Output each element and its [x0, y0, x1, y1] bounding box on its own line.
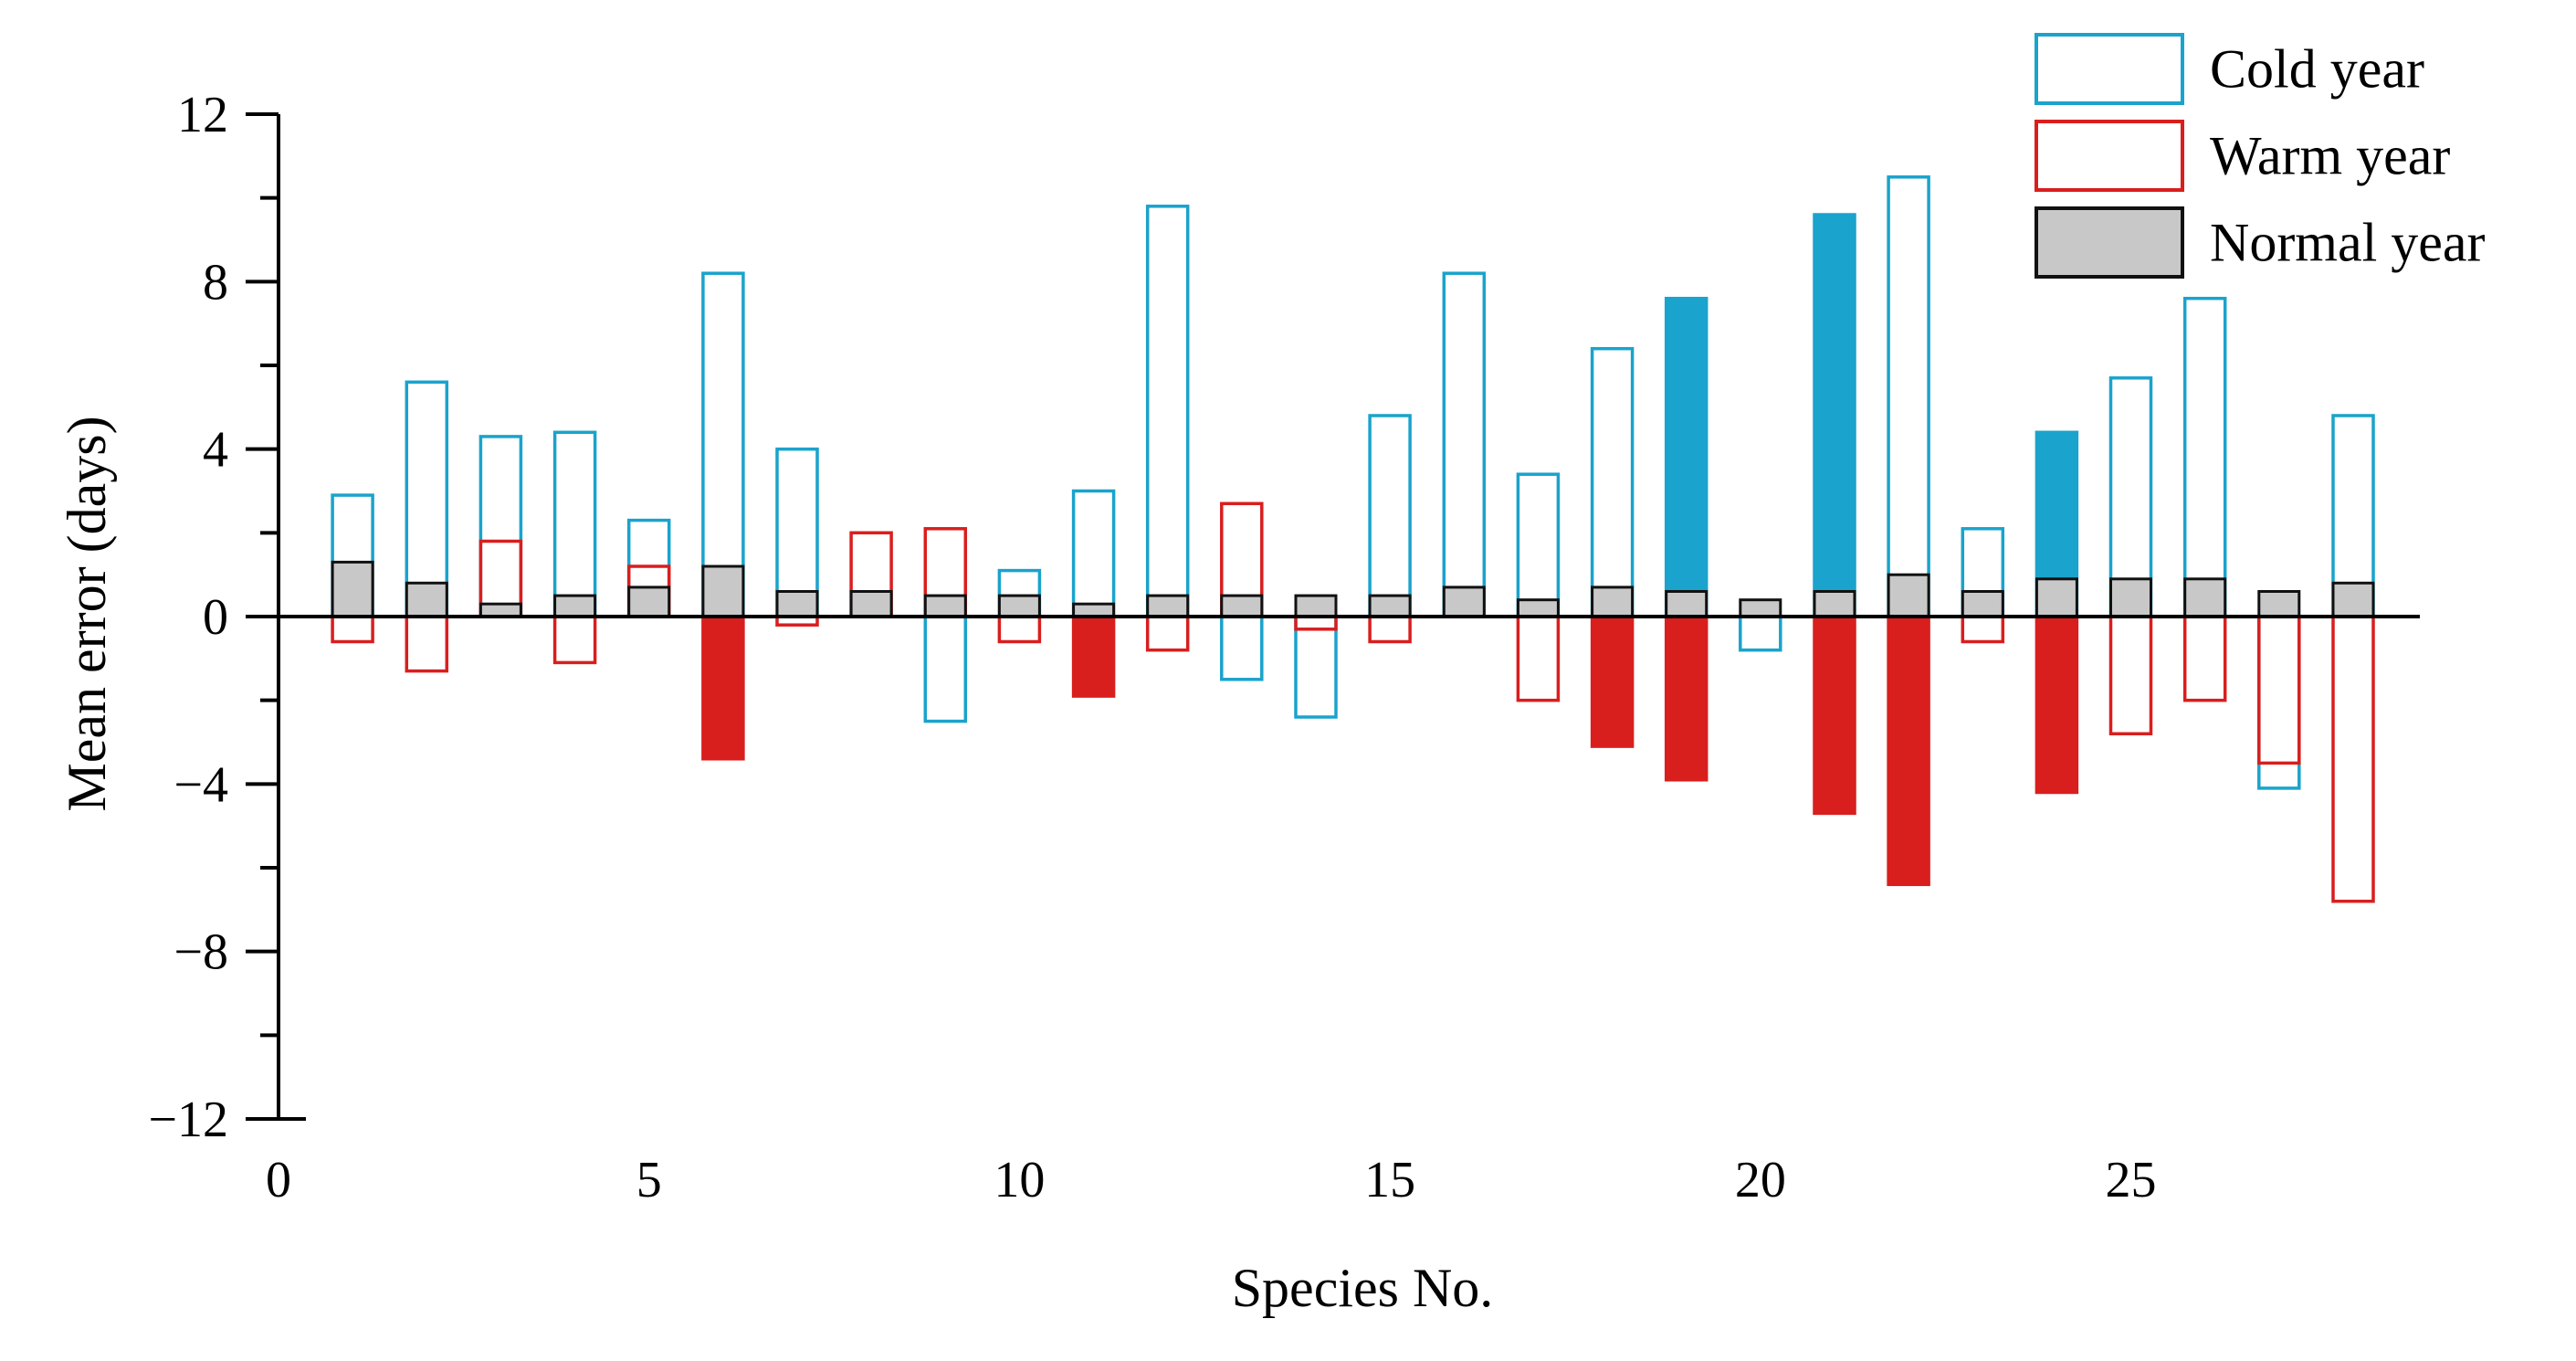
y-tick-label: −12 — [148, 1092, 228, 1148]
warm-year-bar-12 — [1145, 615, 1190, 652]
legend: Cold year Warm year Normal year — [2035, 33, 2486, 279]
warm-year-bar-27 — [2257, 615, 2301, 765]
legend-label-cold-year: Cold year — [2210, 39, 2424, 100]
x-axis-title: Species No. — [1232, 1258, 1494, 1318]
normal-year-bar-14 — [1294, 594, 1338, 618]
y-tick-label: 8 — [203, 254, 228, 311]
cold-year-bar-2 — [405, 380, 449, 618]
y-axis-title: Mean error (days) — [57, 416, 117, 811]
warm-year-bar-15 — [1368, 615, 1412, 644]
normal-year-bar-10 — [997, 594, 1041, 618]
cold-year-bar-22 — [1887, 175, 1930, 618]
x-tick-label: 10 — [994, 1152, 1045, 1208]
warm-year-bar-25 — [2108, 615, 2153, 736]
y-tick-label: −4 — [173, 756, 228, 813]
x-tick-label: 20 — [1735, 1152, 1786, 1208]
x-tick-label: 15 — [1364, 1152, 1415, 1208]
normal-year-bar-22 — [1887, 573, 1930, 618]
warm-year-bar-10 — [997, 615, 1042, 644]
warm-year-bar-11 — [1071, 615, 1116, 698]
normal-year-bar-5 — [627, 586, 671, 618]
cold-year-bar-21 — [1813, 213, 1856, 618]
axes-layer: −12 −8 −4 0 4 8 12 0 5 10 15 20 25 — [148, 87, 2420, 1208]
y-tick-label: 0 — [203, 589, 228, 646]
warm-year-bar-18 — [1590, 615, 1635, 748]
x-tick-label: 0 — [266, 1152, 291, 1208]
normal-year-bar-4 — [553, 594, 597, 618]
cold-year-bar-12 — [1145, 205, 1190, 618]
cold-year-bar-16 — [1442, 271, 1487, 618]
normal-year-bar-6 — [701, 564, 745, 618]
normal-year-bar-21 — [1813, 590, 1856, 618]
normal-year-bar-24 — [2035, 577, 2078, 618]
legend-swatch-warm-year — [2035, 120, 2184, 192]
normal-year-bar-25 — [2109, 577, 2152, 618]
warm-year-bar-4 — [552, 615, 597, 665]
y-tick-label: 12 — [177, 87, 228, 143]
bars-layer — [331, 175, 2375, 903]
normal-year-bar-26 — [2183, 577, 2227, 618]
y-tick-label: −8 — [173, 924, 228, 981]
cold-year-bar-19 — [1664, 296, 1709, 618]
cold-year-bar-17 — [1516, 472, 1561, 618]
warm-year-bar-26 — [2182, 615, 2227, 702]
warm-year-bar-21 — [1813, 615, 1856, 816]
warm-year-bar-2 — [405, 615, 449, 673]
legend-label-normal-year: Normal year — [2210, 213, 2486, 273]
legend-label-warm-year: Warm year — [2210, 126, 2450, 186]
x-tick-label: 25 — [2106, 1152, 2157, 1208]
normal-year-bar-12 — [1146, 594, 1190, 618]
cold-year-bar-4 — [552, 430, 597, 618]
normal-year-bar-18 — [1591, 586, 1635, 618]
normal-year-bar-11 — [1072, 602, 1116, 618]
normal-year-bar-17 — [1516, 598, 1560, 618]
cold-year-bar-13 — [1220, 615, 1264, 681]
normal-year-bar-16 — [1442, 586, 1486, 618]
normal-year-bar-19 — [1665, 590, 1709, 618]
warm-year-bar-1 — [331, 615, 374, 644]
normal-year-bar-1 — [331, 560, 374, 618]
warm-year-bar-19 — [1664, 615, 1709, 782]
warm-year-bar-28 — [2331, 615, 2375, 903]
cold-year-bar-26 — [2182, 296, 2227, 618]
cold-year-bar-18 — [1590, 346, 1635, 618]
cold-year-bar-14 — [1294, 615, 1338, 719]
cold-year-bar-20 — [1739, 615, 1782, 652]
normal-year-bar-3 — [478, 602, 522, 618]
normal-year-bar-23 — [1961, 590, 2004, 618]
normal-year-bar-15 — [1368, 594, 1412, 618]
warm-year-bar-14 — [1294, 615, 1338, 631]
cold-year-bar-9 — [923, 615, 968, 723]
warm-year-bar-23 — [1961, 615, 2005, 644]
cold-year-bar-3 — [478, 435, 523, 618]
warm-year-bar-17 — [1516, 615, 1561, 702]
normal-year-bar-27 — [2257, 590, 2301, 618]
warm-year-bar-6 — [701, 615, 745, 761]
warm-year-bar-24 — [2035, 615, 2079, 795]
normal-year-bar-13 — [1220, 594, 1264, 618]
normal-year-bar-20 — [1739, 598, 1782, 618]
normal-year-bar-9 — [923, 594, 967, 618]
normal-year-bar-7 — [775, 590, 819, 618]
normal-year-bar-8 — [849, 590, 893, 618]
y-tick-label: 4 — [203, 422, 228, 479]
warm-year-bar-22 — [1887, 615, 1930, 887]
normal-year-bar-28 — [2331, 581, 2375, 618]
x-tick-label: 5 — [636, 1152, 662, 1208]
cold-year-bar-11 — [1071, 489, 1116, 618]
legend-swatch-normal-year — [2035, 206, 2184, 279]
legend-swatch-cold-year — [2035, 33, 2184, 105]
normal-year-bar-2 — [405, 581, 448, 618]
cold-year-bar-15 — [1368, 414, 1412, 618]
